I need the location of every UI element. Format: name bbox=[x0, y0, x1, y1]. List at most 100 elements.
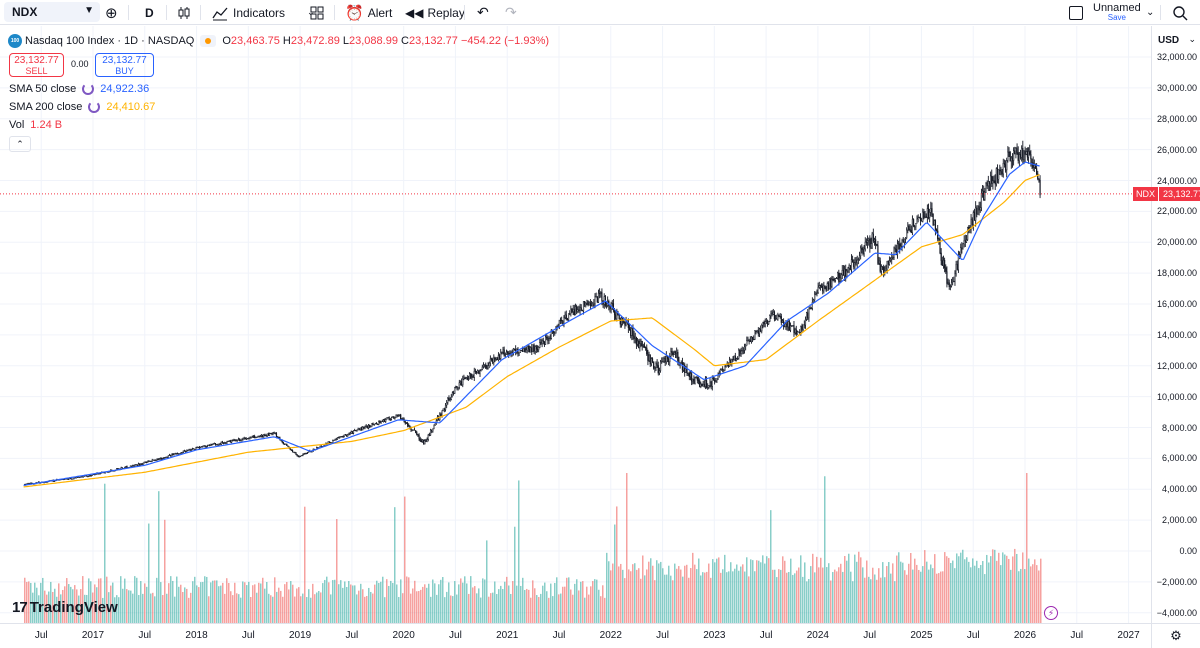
volume-bar bbox=[110, 585, 112, 623]
candle-body bbox=[417, 434, 419, 436]
candle-body bbox=[357, 428, 359, 431]
candle-body bbox=[301, 455, 303, 457]
sma200-legend-row[interactable]: SMA 200 close 24,410.67 bbox=[9, 101, 155, 113]
undo-button[interactable]: ↶ bbox=[477, 0, 489, 25]
volume-bar bbox=[118, 597, 120, 623]
candle-body bbox=[599, 293, 601, 295]
sell-button[interactable]: 23,132.77 SELL bbox=[9, 53, 64, 77]
volume-bar bbox=[486, 540, 488, 623]
candle-body bbox=[212, 443, 214, 445]
save-label[interactable]: Save bbox=[1107, 12, 1126, 22]
volume-bar bbox=[924, 550, 926, 623]
lightning-button[interactable]: ⚡ bbox=[1044, 606, 1058, 620]
time-axis[interactable]: Jul 2017 Jul 2018 Jul 2019 Jul 2020 Jul 2021 Jul 20… bbox=[0, 623, 1151, 648]
candle-body bbox=[585, 303, 587, 306]
add-symbol-button[interactable]: ⊕ bbox=[105, 0, 118, 25]
volume-bar bbox=[32, 592, 34, 623]
symbol-legend-row[interactable]: 100 Nasdaq 100 Index · 1D · NASDAQ O23,4… bbox=[8, 33, 549, 49]
candle-body bbox=[94, 474, 96, 476]
candle-body bbox=[389, 418, 391, 421]
candle-body bbox=[335, 438, 337, 440]
replay-button[interactable]: ◀◀ Replay bbox=[405, 0, 465, 25]
tradingview-logo[interactable]: 17 TradingView bbox=[12, 599, 118, 616]
layout-checkbox[interactable] bbox=[1069, 0, 1083, 25]
candle-body bbox=[220, 441, 222, 445]
candle-body bbox=[824, 285, 826, 288]
chart-type-button[interactable] bbox=[176, 0, 192, 25]
volume-bar bbox=[402, 593, 404, 623]
volume-bar bbox=[398, 596, 400, 623]
price-axis[interactable]: USD ⌄ 32,000.00 30,000.00 28,000.00 26,000.… bbox=[1151, 26, 1200, 623]
candle-body bbox=[781, 320, 784, 323]
candle-body bbox=[612, 303, 615, 311]
layout-name-button[interactable]: Unnamed Save bbox=[1093, 0, 1141, 25]
volume-bar bbox=[98, 578, 100, 623]
candle-body bbox=[840, 274, 842, 279]
layout-menu-button[interactable]: ⌄ bbox=[1146, 0, 1154, 25]
interval-label: D bbox=[145, 5, 154, 20]
candle-body bbox=[739, 349, 741, 354]
volume-bar bbox=[638, 568, 640, 623]
candle-body bbox=[155, 459, 157, 461]
candle-body bbox=[854, 262, 856, 268]
candle-body bbox=[298, 456, 301, 458]
volume-bar bbox=[356, 594, 358, 623]
candle-body bbox=[224, 442, 226, 444]
buy-button[interactable]: 23,132.77 BUY bbox=[95, 53, 154, 77]
volume-bar bbox=[634, 563, 636, 623]
grid-icon bbox=[310, 6, 324, 19]
volume-bar bbox=[458, 584, 460, 623]
candle-body bbox=[693, 379, 695, 384]
volume-bar bbox=[414, 580, 416, 623]
sma50-legend-row[interactable]: SMA 50 close 24,922.36 bbox=[9, 83, 149, 95]
alert-button[interactable]: ⏰ Alert bbox=[345, 0, 392, 25]
market-status-indicator[interactable] bbox=[200, 35, 217, 47]
volume-bar bbox=[494, 581, 496, 623]
candle-body bbox=[255, 437, 257, 439]
currency-label[interactable]: USD bbox=[1158, 35, 1180, 46]
volume-legend-row[interactable]: Vol 1.24 B bbox=[9, 119, 62, 131]
volume-bar bbox=[408, 577, 410, 623]
volume-bar bbox=[346, 587, 348, 623]
candle-body bbox=[525, 349, 527, 353]
volume-bar bbox=[316, 592, 318, 623]
collapse-legend-button[interactable]: ⌃ bbox=[9, 136, 31, 152]
candle-body bbox=[899, 243, 901, 250]
volume-bar bbox=[870, 579, 872, 623]
layouts-button[interactable] bbox=[310, 0, 324, 25]
volume-bar bbox=[162, 595, 164, 623]
candle-body bbox=[507, 351, 509, 354]
symbol-settings-icon[interactable]: ▼ bbox=[84, 5, 94, 16]
candle-body bbox=[904, 237, 907, 240]
volume-bar bbox=[130, 590, 132, 623]
sell-price: 23,132.77 bbox=[14, 55, 59, 66]
quick-search-button[interactable] bbox=[1172, 0, 1188, 25]
chevron-down-icon[interactable]: ⌄ bbox=[1188, 34, 1196, 44]
candle-body bbox=[748, 340, 750, 342]
candle-body bbox=[605, 305, 608, 307]
candle-body bbox=[834, 278, 836, 281]
indicators-button[interactable]: Indicators ⌄ bbox=[212, 0, 315, 25]
candle-body bbox=[484, 364, 486, 366]
volume-bar bbox=[44, 590, 46, 623]
candle-body bbox=[865, 241, 868, 243]
volume-bar bbox=[996, 560, 998, 623]
volume-bar bbox=[894, 581, 896, 623]
volume-bar bbox=[802, 576, 804, 623]
interval-button[interactable]: D bbox=[145, 0, 154, 25]
candle-body bbox=[707, 387, 709, 389]
volume-bar bbox=[522, 577, 524, 623]
volume-bar bbox=[594, 579, 596, 623]
price-axis-label: 24,000.00 bbox=[1156, 175, 1197, 186]
volume-bar bbox=[706, 571, 708, 623]
volume-bar bbox=[986, 554, 988, 623]
chart-settings-button[interactable]: ⚙ bbox=[1151, 623, 1200, 648]
main-chart[interactable] bbox=[0, 26, 1151, 623]
volume-bar bbox=[244, 582, 246, 623]
candle-body bbox=[229, 440, 232, 443]
redo-button[interactable]: ↷ bbox=[505, 0, 517, 25]
candle-body bbox=[1024, 150, 1026, 155]
candle-body bbox=[249, 437, 251, 440]
symbol-search[interactable]: NDX ▼ bbox=[4, 2, 100, 22]
time-axis-label: Jul bbox=[34, 630, 48, 641]
